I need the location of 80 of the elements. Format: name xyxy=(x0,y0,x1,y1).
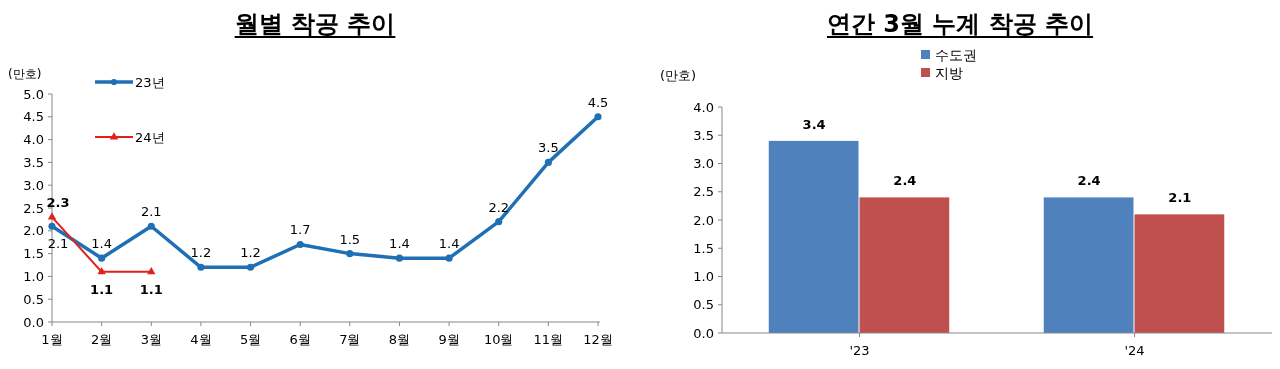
y-tick-label: 0.0 xyxy=(23,314,44,330)
data-label: 2.1 xyxy=(47,236,69,252)
x-tick-label: 4월 xyxy=(190,332,212,347)
data-label: 1.1 xyxy=(90,281,114,297)
point xyxy=(594,113,602,121)
bar xyxy=(1043,197,1134,333)
point xyxy=(395,254,404,262)
x-tick-label: 9월 xyxy=(438,332,460,347)
legend-label: 지방 xyxy=(935,64,963,81)
legend-label: 23년 xyxy=(135,74,165,90)
point xyxy=(296,240,304,249)
point xyxy=(445,254,453,262)
chart-title: 연간 3월 누계 착공 추이 xyxy=(826,10,1094,38)
data-label: 1.1 xyxy=(139,281,163,297)
point xyxy=(147,222,155,230)
y-tick-label: 3.5 xyxy=(23,154,44,170)
point xyxy=(147,267,156,275)
bar xyxy=(859,197,950,333)
data-label: 2.4 xyxy=(893,173,917,189)
y-axis-title: (만호) xyxy=(660,68,697,83)
y-tick-label: 1.0 xyxy=(693,269,714,285)
legend-label: 수도권 xyxy=(935,46,977,63)
y-axis-title: (만호) xyxy=(8,67,42,81)
y-tick-label: 0.0 xyxy=(693,325,714,341)
y-tick-label: 2.0 xyxy=(23,223,44,239)
point xyxy=(48,222,56,230)
x-tick-label: 7월 xyxy=(339,332,361,347)
data-label: 1.5 xyxy=(339,231,361,247)
y-tick-label: 3.0 xyxy=(23,177,44,193)
y-tick-label: 4.0 xyxy=(693,99,714,115)
data-label: 2.1 xyxy=(1168,190,1192,206)
data-label: 1.4 xyxy=(389,236,410,252)
x-tick-label: 1월 xyxy=(41,332,63,347)
y-tick-label: 4.5 xyxy=(23,109,44,125)
x-tick-label: 12월 xyxy=(583,332,613,347)
y-tick-label: 0.5 xyxy=(693,297,714,313)
point xyxy=(246,263,255,271)
x-tick-label: 8월 xyxy=(388,332,411,347)
point xyxy=(47,212,57,220)
data-label: 3.4 xyxy=(802,116,826,132)
point xyxy=(544,158,552,166)
y-tick-label: 5.0 xyxy=(23,86,44,102)
point xyxy=(346,250,354,258)
y-tick-label: 1.5 xyxy=(693,240,714,256)
y-tick-label: 3.5 xyxy=(693,127,714,143)
x-tick-label: 11월 xyxy=(533,332,564,347)
y-tick-label: 1.0 xyxy=(23,268,44,284)
y-tick-label: 4.0 xyxy=(23,132,44,148)
data-label: 1.7 xyxy=(289,222,311,238)
data-label: 1.2 xyxy=(240,245,261,261)
point xyxy=(495,218,503,226)
x-tick-label: 10월 xyxy=(483,332,514,347)
data-label: 2.3 xyxy=(46,195,70,211)
x-tick-label: '24 xyxy=(1124,343,1145,358)
point xyxy=(197,263,205,271)
x-tick-label: 3월 xyxy=(140,332,162,347)
x-tick-label: '23 xyxy=(849,343,870,358)
data-label: 1.4 xyxy=(438,236,460,252)
data-label: 2.4 xyxy=(1077,173,1101,189)
y-tick-label: 2.5 xyxy=(23,200,44,216)
data-label: 1.4 xyxy=(91,236,112,252)
chart-title: 월별 착공 추이 xyxy=(234,10,396,38)
bar xyxy=(768,140,859,333)
data-label: 3.5 xyxy=(538,140,559,156)
y-tick-label: 0.5 xyxy=(23,291,44,307)
x-tick-label: 2월 xyxy=(91,332,113,347)
data-label: 2.2 xyxy=(488,199,510,215)
y-tick-label: 3.0 xyxy=(693,156,714,172)
data-label: 1.2 xyxy=(190,245,212,261)
y-tick-label: 1.5 xyxy=(23,246,44,262)
legend-label: 24년 xyxy=(135,129,165,145)
bar xyxy=(1134,214,1225,333)
y-tick-label: 2.0 xyxy=(693,212,714,228)
point xyxy=(98,254,106,262)
y-tick-label: 2.5 xyxy=(693,184,714,200)
point xyxy=(97,267,106,275)
data-label: 4.5 xyxy=(587,94,609,110)
data-label: 2.1 xyxy=(140,204,162,220)
x-tick-label: 6월 xyxy=(289,332,311,347)
x-tick-label: 5월 xyxy=(239,332,262,347)
